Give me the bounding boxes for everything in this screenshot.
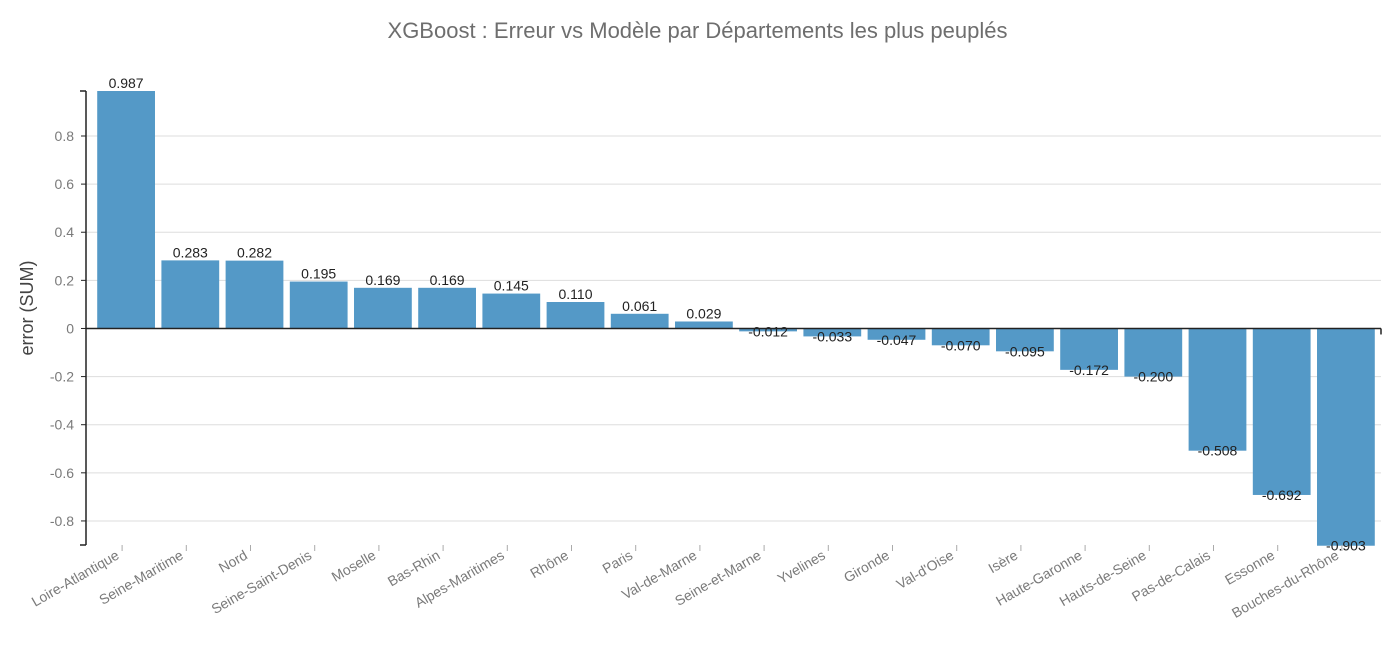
bar — [739, 328, 797, 332]
data-label: -0.172 — [1069, 362, 1109, 378]
x-tick-label: Essonne — [1222, 547, 1277, 588]
y-tick-label: 0.8 — [55, 128, 75, 144]
data-label: 0.110 — [559, 286, 593, 302]
bar — [1188, 328, 1247, 451]
y-tick-label: -0.4 — [50, 417, 74, 433]
x-tick-label: Gironde — [841, 547, 892, 586]
data-label: 0.169 — [430, 272, 465, 288]
x-tick-label: Val-d'Oise — [894, 547, 957, 593]
bar — [161, 260, 220, 329]
x-tick-label: Paris — [600, 547, 636, 577]
bar — [97, 91, 155, 329]
data-label: -0.200 — [1133, 369, 1173, 385]
data-label: 0.987 — [109, 75, 144, 91]
bar — [931, 328, 990, 346]
bar — [867, 328, 926, 340]
y-tick-label: -0.2 — [50, 369, 74, 385]
chart-title: XGBoost : Erreur vs Modèle par Départeme… — [387, 18, 1008, 43]
bars — [97, 91, 1375, 546]
bar — [546, 302, 605, 329]
data-label: -0.070 — [941, 337, 981, 353]
bar — [803, 328, 862, 337]
data-label: -0.692 — [1262, 487, 1302, 503]
data-label: 0.145 — [494, 278, 529, 294]
data-label: 0.283 — [173, 244, 208, 260]
data-label: -0.508 — [1198, 443, 1238, 459]
x-tick-label: Rhône — [527, 547, 571, 582]
x-tick-label: Yvelines — [775, 547, 828, 587]
x-tick-label: Bas-Rhin — [385, 547, 443, 590]
data-label: -0.033 — [812, 328, 852, 344]
data-label: 0.195 — [301, 266, 336, 282]
y-tick-label: 0.6 — [55, 176, 75, 192]
bar — [225, 260, 284, 329]
bar — [1124, 328, 1183, 377]
bar — [675, 321, 733, 329]
data-label: -0.012 — [748, 323, 788, 339]
axes — [80, 90, 1382, 551]
bar — [354, 287, 412, 329]
data-label: 0.282 — [237, 245, 272, 261]
x-tick-label: Bouches-du-Rhône — [1229, 547, 1342, 621]
bar — [289, 281, 348, 329]
bar — [1060, 328, 1118, 370]
x-tick-label: Moselle — [329, 547, 379, 585]
x-tick-label: Isère — [985, 547, 1020, 577]
y-tick-label: -0.8 — [50, 513, 74, 529]
data-label: -0.047 — [877, 332, 917, 348]
data-label: -0.903 — [1326, 538, 1366, 554]
bar — [610, 313, 669, 329]
data-label: 0.029 — [686, 305, 721, 321]
y-axis-title: error (SUM) — [17, 261, 37, 356]
bar — [418, 287, 476, 329]
y-tick-label: 0.2 — [55, 272, 75, 288]
grid-lines — [86, 135, 1381, 522]
data-label: -0.095 — [1005, 343, 1045, 359]
y-tick-label: -0.6 — [50, 465, 74, 481]
bar — [1252, 328, 1311, 495]
x-tick-label: Nord — [216, 547, 250, 576]
y-tick-label: 0.4 — [55, 224, 75, 240]
bar — [996, 328, 1054, 352]
data-label: 0.169 — [365, 272, 400, 288]
data-label: 0.061 — [622, 298, 657, 314]
y-tick-label: 0 — [66, 320, 74, 336]
bar — [1317, 328, 1375, 546]
bar — [482, 293, 541, 329]
